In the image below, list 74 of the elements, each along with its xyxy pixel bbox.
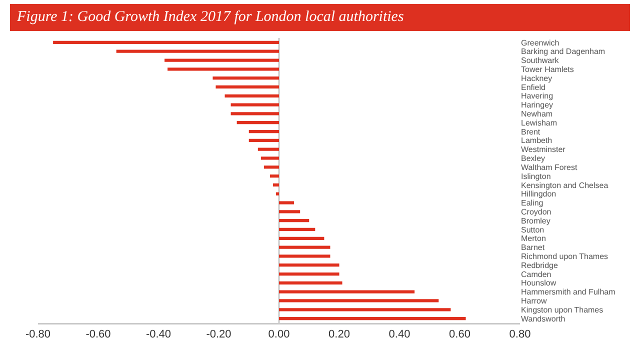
bar xyxy=(270,174,279,178)
x-tick-label: -0.40 xyxy=(146,328,172,341)
y-tick-label: Lambeth xyxy=(521,136,552,146)
bar xyxy=(230,103,279,106)
y-tick-label: Hillingdon xyxy=(521,190,556,199)
bar xyxy=(164,58,279,62)
bar xyxy=(279,201,294,204)
y-tick-label: Camden xyxy=(521,270,552,279)
y-tick-label: Lewisham xyxy=(521,118,558,128)
bar xyxy=(279,308,451,312)
bar xyxy=(53,40,279,44)
y-tick-label: Merton xyxy=(521,234,546,244)
y-tick-label: Barnet xyxy=(521,243,546,252)
y-tick-label: Tower Hamlets xyxy=(521,64,574,74)
y-tick-label: Redbridge xyxy=(521,260,558,270)
bar xyxy=(279,299,439,302)
bar xyxy=(276,192,279,196)
y-tick-label: Kensington and Chelsea xyxy=(521,180,609,190)
y-tick-label: Croydon xyxy=(521,207,552,216)
chart-title: Figure 1: Good Growth Index 2017 for London local authorities xyxy=(10,4,630,31)
bar xyxy=(224,94,279,98)
y-tick-label: Bromley xyxy=(521,216,550,226)
bar xyxy=(279,246,330,249)
bar xyxy=(279,281,342,284)
x-tick-label: 0.40 xyxy=(388,328,410,341)
y-tick-label: Islington xyxy=(521,172,551,181)
bar xyxy=(116,50,279,53)
bar xyxy=(272,183,279,187)
x-tick-label: 0.80 xyxy=(509,328,531,341)
y-tick-label: Bexley xyxy=(521,154,546,164)
bar xyxy=(279,290,415,294)
bar xyxy=(216,85,279,89)
x-tick-label: -0.20 xyxy=(206,328,232,341)
bar xyxy=(168,68,279,71)
bar xyxy=(279,236,324,240)
y-tick-label: Ealing xyxy=(521,198,544,208)
x-tick-label: 0.60 xyxy=(449,328,470,341)
y-tick-label: Waltham Forest xyxy=(521,162,578,172)
x-tick-label: 0.00 xyxy=(268,328,290,341)
bar xyxy=(264,166,279,169)
bar xyxy=(279,316,466,320)
bar xyxy=(258,148,279,151)
bar xyxy=(236,121,279,124)
y-tick-label: Barking and Dagenham xyxy=(521,47,606,56)
bar xyxy=(230,112,279,116)
y-tick-label: Southwark xyxy=(521,56,560,66)
y-tick-label: Greenwich xyxy=(521,38,560,48)
y-tick-label: Richmond upon Thames xyxy=(521,252,608,261)
y-tick-label: Hackney xyxy=(521,74,552,83)
bar xyxy=(279,228,316,232)
y-tick-label: Kingston upon Thames xyxy=(521,305,604,314)
bar xyxy=(279,219,310,222)
y-tick-label: Westminster xyxy=(521,145,566,154)
bar xyxy=(260,156,279,160)
y-tick-label: Enfield xyxy=(521,82,546,92)
bar xyxy=(279,254,330,258)
bar xyxy=(212,76,279,80)
y-tick-label: Wandsworth xyxy=(521,314,566,324)
x-tick-label: -0.80 xyxy=(25,328,51,341)
x-tick-label: 0.20 xyxy=(328,328,350,341)
bar xyxy=(279,264,340,267)
bar xyxy=(279,210,300,214)
y-tick-label: Newham xyxy=(521,110,553,118)
x-tick-label: -0.60 xyxy=(86,328,111,341)
bar xyxy=(248,138,279,142)
y-tick-label: Havering xyxy=(521,92,554,101)
bar xyxy=(248,130,279,134)
y-tick-label: Sutton xyxy=(521,225,544,234)
y-tick-label: Harrow xyxy=(521,296,548,306)
y-tick-label: Brent xyxy=(521,127,541,136)
y-tick-label: Hounslow xyxy=(521,278,556,288)
bar xyxy=(279,272,340,276)
y-tick-label: Hammersmith and Fulham xyxy=(521,288,616,297)
y-tick-label: Haringey xyxy=(521,100,554,110)
